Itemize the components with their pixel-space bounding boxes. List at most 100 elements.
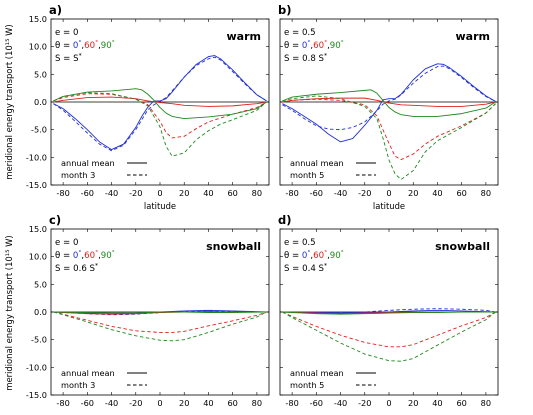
x-tick-label: 80 xyxy=(252,188,262,198)
regime-label: snowball xyxy=(435,240,490,253)
y-tick-label: -5.0 xyxy=(31,335,47,345)
x-tick-label: -60 xyxy=(310,188,323,198)
x-tick-label: 40 xyxy=(432,188,442,198)
y-tick-label: -15.0 xyxy=(26,180,47,190)
x-tick-label: 20 xyxy=(179,188,189,198)
x-tick-label: 80 xyxy=(481,188,491,198)
theta90-value: 90 xyxy=(330,41,341,51)
regime-label: warm xyxy=(456,30,490,43)
legend-annual-mean: annual mean xyxy=(290,158,344,168)
x-tick-label: -60 xyxy=(81,398,94,408)
series-theta90-annual-mean xyxy=(282,311,496,315)
series-theta90-annual-mean xyxy=(53,311,267,314)
x-axis-label: latitude xyxy=(373,201,405,211)
panel-a: -80 -60 -40 -20 0 20 40 60 80 -15.0 -10.0 -5.0 0.0 5.… xyxy=(26,3,270,211)
x-tick-label: 40 xyxy=(203,398,213,408)
theta60-value: 60 xyxy=(313,41,324,51)
series-theta90-annual-mean xyxy=(282,89,496,117)
theta90-value: 90 xyxy=(330,251,341,261)
panels: -80 -60 -40 -20 0 20 40 60 80 -15.0 -10.0 -5.0 0.0 5.… xyxy=(26,3,499,408)
y-tick-label: -15.0 xyxy=(26,390,47,400)
degree-mark: ° xyxy=(78,40,81,47)
eccentricity-label: e = 0 xyxy=(55,28,78,38)
legend-annual-mean: annual mean xyxy=(61,368,115,378)
theta60-value: 60 xyxy=(313,251,324,261)
series-theta90-month xyxy=(53,311,267,342)
x-tick-label: -60 xyxy=(81,188,94,198)
series-theta0-month xyxy=(282,65,496,131)
y-tick-label: 15.0 xyxy=(29,224,47,234)
comma: , xyxy=(81,41,84,51)
x-tick-label: 60 xyxy=(227,188,237,198)
panel-d: -80 -60 -40 -20 0 20 40 60 80 d) snowball e = 0.5 θ … xyxy=(278,213,499,408)
y-tick-label: 15.0 xyxy=(29,14,47,24)
theta0-value: 0 xyxy=(73,41,78,51)
insolation-label: S = S* xyxy=(55,53,82,65)
y-axis-label-top: meridional energy transport (10¹⁵ W) xyxy=(4,24,14,179)
insolation-star: * xyxy=(324,263,327,270)
insolation-star: * xyxy=(95,263,98,270)
degree-mark: ° xyxy=(341,250,344,257)
series-theta0-month xyxy=(53,56,267,152)
comma: , xyxy=(98,41,101,51)
x-tick-label: -40 xyxy=(334,188,347,198)
legend-month: month 3 xyxy=(61,380,95,390)
degree-mark: ° xyxy=(324,250,327,257)
y-axis-label-bottom: meridional energy transport (10¹⁵ W) xyxy=(4,235,14,390)
degree-mark: ° xyxy=(78,250,81,257)
x-tick-label: -20 xyxy=(358,398,371,408)
series-theta60-annual-mean xyxy=(53,311,267,315)
series-theta60-annual-mean xyxy=(53,96,267,107)
comma: , xyxy=(327,251,330,261)
series-theta90-annual-mean xyxy=(53,88,267,120)
degree-mark: ° xyxy=(307,40,310,47)
y-tick-label: 10.0 xyxy=(29,252,47,262)
x-tick-label: 0 xyxy=(386,188,391,198)
obliquity-prefix: θ = xyxy=(55,251,73,261)
y-tick-label: 0.0 xyxy=(34,97,47,107)
comma: , xyxy=(98,251,101,261)
series-theta60-annual-mean xyxy=(282,97,496,107)
insolation-value: S = 0.4 S xyxy=(284,264,324,274)
theta90-value: 90 xyxy=(101,41,112,51)
x-tick-label: -60 xyxy=(310,398,323,408)
degree-mark: ° xyxy=(112,250,115,257)
comma: , xyxy=(310,41,313,51)
comma: , xyxy=(81,251,84,261)
theta60-value: 60 xyxy=(84,251,95,261)
theta60-value: 60 xyxy=(84,41,95,51)
series-theta0-annual-mean xyxy=(282,63,496,143)
x-tick-label: -20 xyxy=(358,188,371,198)
x-tick-label: -80 xyxy=(285,398,298,408)
x-tick-label: 60 xyxy=(456,188,466,198)
x-tick-label: -80 xyxy=(56,188,69,198)
x-tick-label: 80 xyxy=(252,398,262,408)
x-tick-label: 20 xyxy=(408,398,418,408)
insolation-star: * xyxy=(79,53,82,60)
series-theta0-annual-mean xyxy=(282,309,496,314)
comma: , xyxy=(327,41,330,51)
degree-mark: ° xyxy=(112,40,115,47)
degree-mark: ° xyxy=(95,40,98,47)
insolation-value: S = 0.6 S xyxy=(55,264,95,274)
obliquity-prefix: θ = xyxy=(284,41,302,51)
x-tick-label: 20 xyxy=(408,188,418,198)
y-tick-label: 5.0 xyxy=(34,279,47,289)
x-tick-label: -40 xyxy=(105,398,118,408)
x-tick-label: 0 xyxy=(157,188,162,198)
x-tick-label: -80 xyxy=(285,188,298,198)
regime-label: warm xyxy=(227,30,261,43)
degree-mark: ° xyxy=(95,250,98,257)
panel-c: -80 -60 -40 -20 0 20 40 60 80 -15.0 -10.0 -5.0 0.0 5.… xyxy=(26,213,270,408)
panel-label: a) xyxy=(49,3,62,17)
degree-mark: ° xyxy=(341,40,344,47)
x-tick-label: 60 xyxy=(227,398,237,408)
x-tick-label: 0 xyxy=(386,398,391,408)
y-tick-label: -10.0 xyxy=(26,362,47,372)
y-tick-label: 0.0 xyxy=(34,307,47,317)
insolation-label: S = 0.6 S* xyxy=(55,263,98,275)
insolation-star: * xyxy=(324,53,327,60)
series-theta60-month xyxy=(53,311,267,333)
x-tick-label: 20 xyxy=(179,398,189,408)
